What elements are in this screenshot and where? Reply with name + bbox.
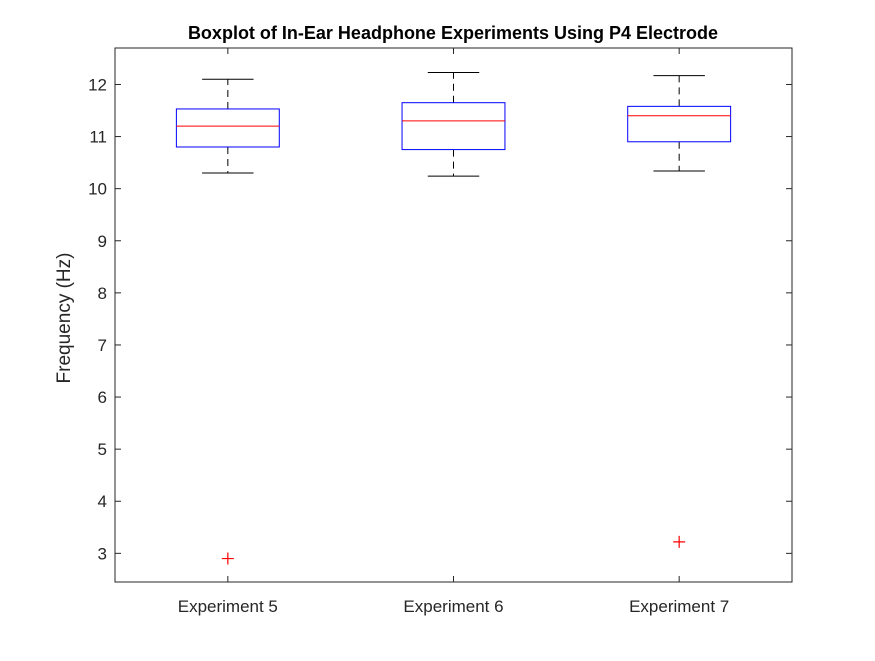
y-axis-label: Frequency (Hz) [54,253,75,384]
y-tick-label: 12 [88,75,107,94]
y-tick-label: 11 [89,128,107,147]
y-tick-label: 8 [98,284,107,303]
x-tick-label: Experiment 5 [178,597,278,616]
box [175,108,280,148]
axes-frame [114,47,793,583]
x-tick-label: Experiment 6 [403,597,503,616]
outlier-marker [673,535,686,548]
y-tick-label: 3 [98,544,107,563]
x-tick-label: Experiment 7 [629,597,729,616]
box [627,105,732,143]
box [401,102,506,151]
outlier-marker [221,552,234,565]
y-tick-label: 9 [98,232,107,251]
chart-title: Boxplot of In-Ear Headphone Experiments … [188,23,718,43]
y-tick-label: 5 [98,440,107,459]
y-tick-label: 10 [88,180,107,199]
y-tick-label: 7 [98,336,107,355]
y-tick-label: 4 [98,492,107,511]
y-tick-label: 6 [98,388,107,407]
plot-area: 3 4 5 6 7 8 9 10 11 12 Experiment 5 Experiment 6 Exp… [88,47,793,616]
